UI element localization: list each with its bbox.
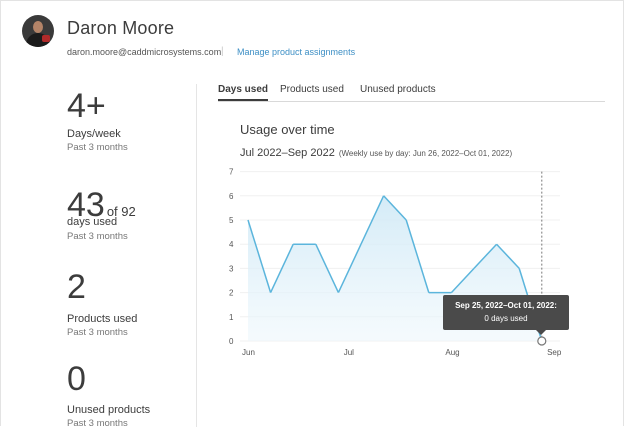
stat-period: Past 3 months	[67, 142, 128, 153]
stat-period: Past 3 months	[67, 327, 128, 338]
stat-label: days used	[67, 216, 118, 228]
x-tick-label: Sep	[547, 348, 562, 357]
usage-line-segment	[473, 243, 498, 269]
stat-period: Past 3 months	[67, 231, 128, 242]
stat-label: Days/week	[67, 128, 121, 140]
y-tick-label: 3	[229, 264, 234, 273]
stat-value: 4+	[67, 87, 106, 125]
usage-line-segment	[383, 195, 407, 221]
stat-of-total: of 92	[106, 204, 136, 219]
manage-product-assignments-link[interactable]: Manage product assignments	[237, 47, 356, 57]
chart-title: Usage over time	[240, 122, 335, 137]
user-name: Daron Moore	[67, 18, 175, 38]
usage-data-point[interactable]	[516, 265, 522, 271]
usage-data-point[interactable]	[335, 290, 341, 296]
usage-line-segment	[496, 243, 520, 269]
chart-tooltip: Sep 25, 2022–Oct 01, 2022: 0 days used	[443, 295, 569, 335]
usage-data-point[interactable]	[494, 241, 500, 247]
y-tick-label: 4	[229, 240, 234, 249]
tooltip-title: Sep 25, 2022–Oct 01, 2022:	[455, 301, 557, 310]
usage-data-point[interactable]	[290, 241, 296, 247]
tab-products-used[interactable]: Products used	[280, 84, 344, 95]
column-divider	[196, 84, 197, 427]
y-tick-label: 1	[229, 313, 234, 322]
header-separator: |	[221, 46, 224, 57]
usage-line-segment	[315, 243, 340, 293]
x-tick-label: Jun	[242, 348, 255, 357]
x-tick-label: Jul	[344, 348, 354, 357]
usage-data-point[interactable]	[426, 290, 432, 296]
chart-range-label: Jul 2022–Sep 2022	[240, 147, 335, 159]
usage-data-point[interactable]	[268, 290, 274, 296]
usage-data-point[interactable]	[245, 217, 251, 223]
stat-unused-products: 0 Unused products Past 3 months	[67, 362, 150, 429]
y-tick-label: 5	[229, 216, 234, 225]
avatar	[22, 15, 54, 47]
chart-range-note: (Weekly use by day: Jun 26, 2022–Oct 01,…	[338, 149, 513, 158]
chart-date-range: Jul 2022–Sep 2022 (Weekly use by day: Jun…	[240, 147, 512, 159]
y-tick-label: 2	[229, 289, 234, 298]
y-tick-label: 0	[229, 337, 234, 346]
y-tick-label: 7	[229, 168, 234, 177]
highlighted-data-point[interactable]	[537, 336, 547, 346]
usage-data-point[interactable]	[381, 193, 387, 199]
user-email: daron.moore@caddmicrosystems.com	[67, 47, 222, 57]
usage-data-point[interactable]	[313, 241, 319, 247]
y-tick-label: 6	[229, 192, 234, 201]
stat-label: Products used	[67, 313, 138, 325]
usage-line-segment	[337, 243, 362, 293]
usage-line-segment	[247, 219, 272, 293]
stat-value: 43	[67, 186, 105, 224]
usage-data-point[interactable]	[358, 241, 364, 247]
usage-line-segment	[405, 219, 430, 293]
stat-days-used: 43 of 92 days used Past 3 months	[67, 188, 136, 242]
tab-unused-products[interactable]: Unused products	[360, 84, 436, 95]
usage-data-point[interactable]	[471, 265, 477, 271]
usage-line-segment	[450, 267, 475, 294]
stat-value: 0	[67, 360, 86, 398]
usage-data-point[interactable]	[403, 217, 409, 223]
tab-days-used[interactable]: Days used	[218, 84, 269, 101]
usage-line-segment	[360, 195, 385, 245]
stat-days-per-week: 4+ Days/week Past 3 months	[67, 89, 128, 153]
stat-value: 2	[67, 268, 86, 306]
tooltip-value: 0 days used	[484, 314, 528, 323]
x-tick-label: Aug	[445, 348, 459, 357]
stat-products-used: 2 Products used Past 3 months	[67, 270, 137, 338]
usage-tabs: Days used Products used Unused products	[218, 84, 605, 102]
usage-line-segment	[269, 243, 294, 293]
stat-label: Unused products	[67, 404, 151, 416]
stat-period: Past 3 months	[67, 418, 128, 429]
